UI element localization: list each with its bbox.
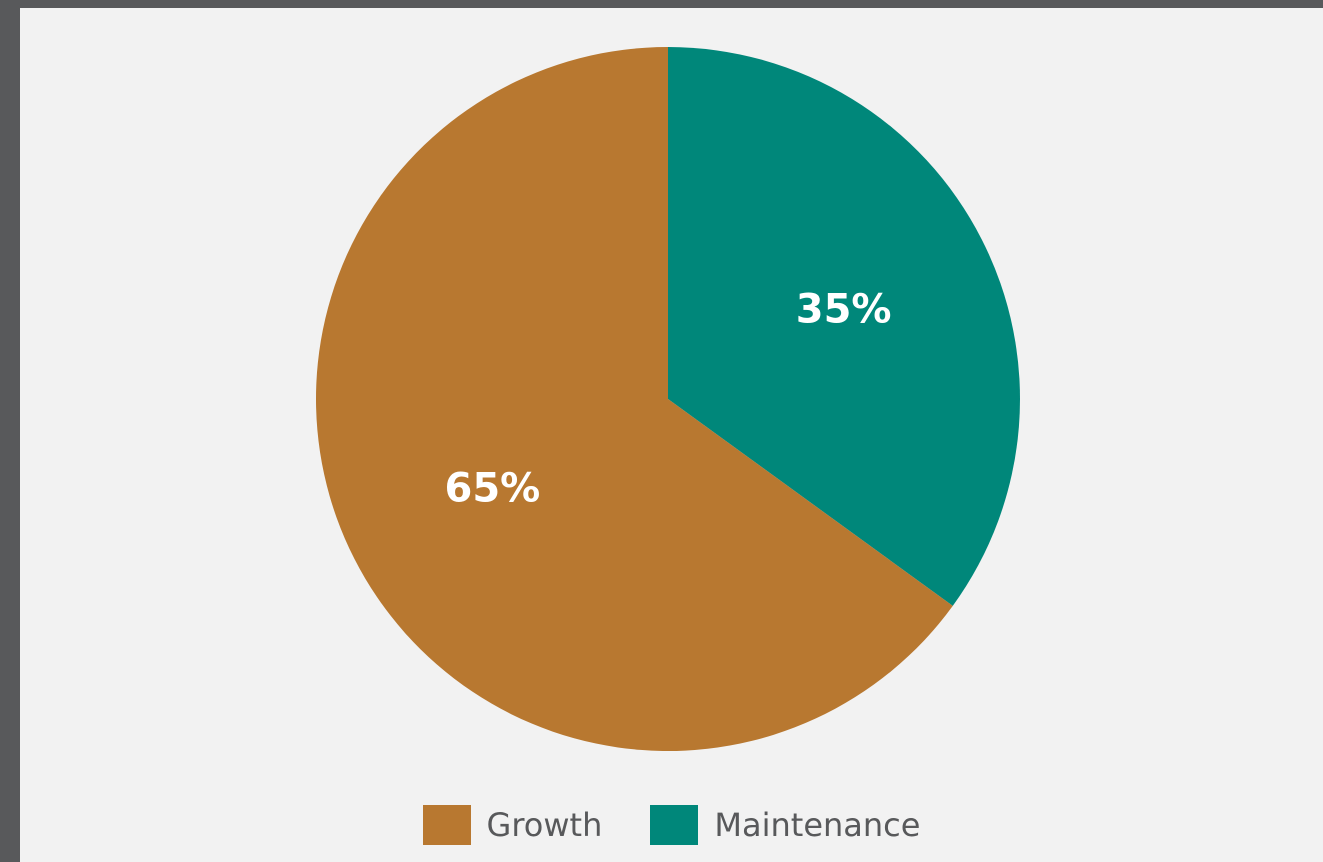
chart-panel: 35% 65% Growth Maintenance	[20, 8, 1323, 862]
legend-swatch-maintenance	[650, 805, 699, 845]
legend-label-maintenance: Maintenance	[714, 806, 921, 844]
pie-slice-growth	[315, 47, 953, 751]
legend-label-growth: Growth	[486, 806, 603, 844]
slice-label-maintenance: 35%	[796, 287, 892, 333]
legend-item-growth: Growth	[422, 805, 603, 845]
legend: Growth Maintenance	[20, 805, 1323, 845]
pie-slice-maintenance	[668, 47, 1020, 606]
slice-label-growth: 65%	[444, 465, 540, 511]
legend-item-maintenance: Maintenance	[650, 805, 920, 845]
legend-swatch-growth	[422, 805, 471, 845]
pie-chart: 35% 65%	[315, 47, 1020, 751]
